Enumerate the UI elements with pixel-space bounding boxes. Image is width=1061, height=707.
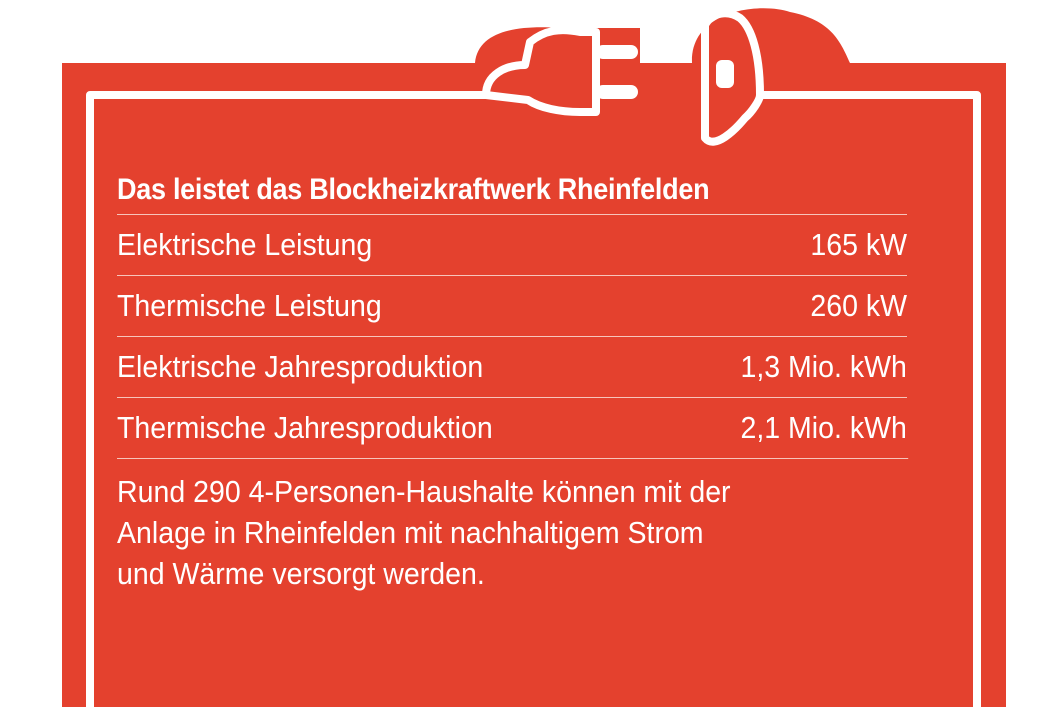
row-value: 165 kW	[810, 227, 907, 262]
summary-line: Rund 290 4-Personen-Haushalte können mit…	[117, 474, 731, 509]
row-value: 1,3 Mio. kWh	[740, 349, 907, 384]
table-row: Elektrische Leistung 165 kW	[117, 214, 907, 275]
row-label: Elektrische Leistung	[117, 227, 373, 262]
row-label: Thermische Jahresproduktion	[117, 410, 493, 445]
infobox-panel	[62, 63, 1006, 707]
summary-text: Rund 290 4-Personen-Haushalte können mit…	[117, 458, 909, 594]
plug-icon	[482, 26, 638, 116]
row-label: Thermische Leistung	[117, 288, 382, 323]
table-row: Thermische Jahresproduktion 2,1 Mio. kWh	[117, 397, 907, 458]
row-value: 2,1 Mio. kWh	[740, 410, 907, 445]
summary-line: Anlage in Rheinfelden mit nachhaltigem S…	[117, 515, 704, 550]
infobox-content: Das leistet das Blockheizkraftwerk Rhein…	[117, 170, 909, 594]
row-label: Elektrische Jahresproduktion	[117, 349, 484, 384]
table-row: Elektrische Jahresproduktion 1,3 Mio. kW…	[117, 336, 907, 397]
socket-icon	[701, 9, 764, 146]
row-value: 260 kW	[810, 288, 907, 323]
infobox-title: Das leistet das Blockheizkraftwerk Rhein…	[117, 173, 710, 206]
summary-line: und Wärme versorgt werden.	[117, 556, 485, 591]
table-row: Thermische Leistung 260 kW	[117, 275, 907, 336]
